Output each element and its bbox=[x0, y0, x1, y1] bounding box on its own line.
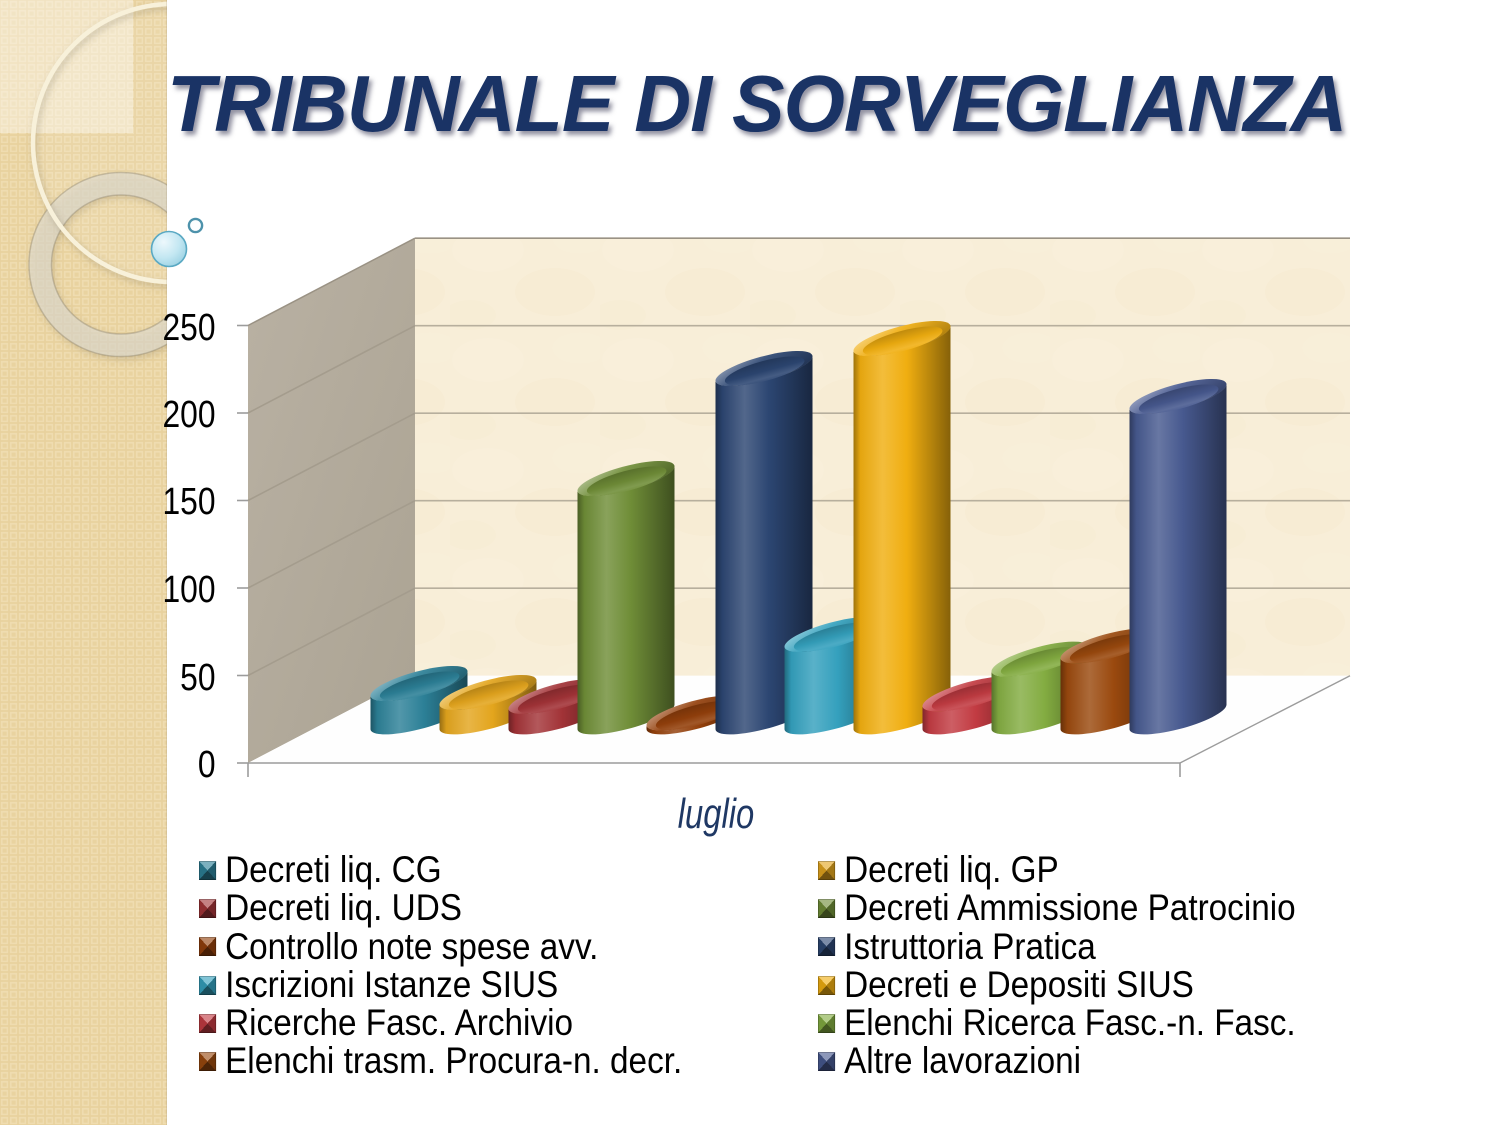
svg-text:0: 0 bbox=[198, 743, 216, 785]
svg-text:50: 50 bbox=[180, 656, 215, 698]
svg-text:200: 200 bbox=[162, 393, 215, 435]
svg-text:250: 250 bbox=[162, 306, 215, 348]
svg-text:150: 150 bbox=[162, 480, 215, 522]
svg-text:100: 100 bbox=[162, 568, 215, 610]
